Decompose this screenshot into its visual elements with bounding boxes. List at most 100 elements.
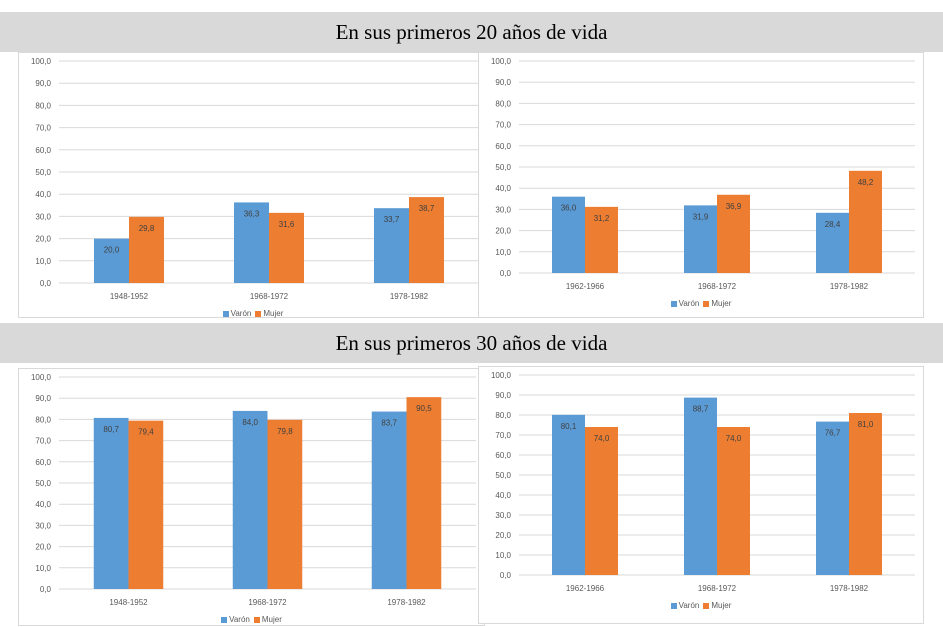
legend-label: Mujer [261,615,282,624]
legend-item: Mujer [703,601,731,610]
data-label: 90,5 [416,404,432,413]
data-label: 36,0 [561,204,577,213]
y-tick-label: 20,0 [35,235,51,244]
x-category-label: 1962-1966 [566,584,605,593]
data-label: 36,9 [726,202,742,211]
bar-varon [234,202,269,283]
bar-varon [371,411,407,589]
chart-20y-left: 0,0 10,0 20,0 30,0 40,0 50,0 60,0 70,0 80,0 90,0 1… [18,52,488,318]
chart-30y-right: 0,0 10,0 20,0 30,0 40,0 50,0 60,0 70,0 80,0 90,0 1… [478,366,924,624]
y-tick-label: 70,0 [495,121,511,130]
y-tick-label: 60,0 [35,458,51,467]
bar-mujer [267,419,303,589]
bar-varon [816,212,849,273]
y-tick-label: 70,0 [495,431,511,440]
legend-item: Mujer [253,615,282,624]
data-label: 28,4 [825,220,841,229]
legend-swatch [255,310,262,317]
chart-30y-left: 0,0 10,0 20,0 30,0 40,0 50,0 60,0 70,0 80,0 90,0 1… [18,368,485,626]
y-tick-label: 20,0 [495,227,511,236]
chart-svg: 0,0 10,0 20,0 30,0 40,0 50,0 60,0 70,0 80,0 90,0 1… [31,373,476,607]
y-tick-label: 80,0 [495,99,511,108]
y-tick-label: 70,0 [35,124,51,133]
y-tick-label: 50,0 [495,471,511,480]
bar-varon [816,421,849,575]
y-tick-label: 70,0 [35,437,51,446]
legend-item: Varón [222,309,252,318]
bar-varon [94,238,129,283]
data-label: 74,0 [726,434,742,443]
x-category-label: 1978-1982 [830,584,869,593]
y-tick-label: 0,0 [40,279,52,288]
bar-mujer [849,170,882,273]
legend-swatch [703,300,710,307]
legend-swatch [221,616,228,623]
x-category-label: 1968-1972 [698,282,737,291]
chart-svg: 0,0 10,0 20,0 30,0 40,0 50,0 60,0 70,0 80,0 90,0 1… [491,57,915,291]
data-label: 88,7 [693,405,709,414]
bar-varon [93,417,129,589]
y-tick-label: 60,0 [35,146,51,155]
x-category-label: 1968-1972 [250,292,289,301]
y-tick-label: 100,0 [31,373,52,382]
bar-mujer [129,216,164,283]
bar-varon [684,397,717,575]
y-tick-label: 60,0 [495,451,511,460]
data-label: 80,7 [103,425,119,434]
legend-item: Mujer [703,299,731,308]
y-tick-label: 50,0 [495,163,511,172]
x-category-label: 1948-1952 [110,292,149,301]
legend-swatch [670,300,677,307]
chart-svg: 0,0 10,0 20,0 30,0 40,0 50,0 60,0 70,0 80,0 90,0 1… [31,57,479,301]
y-tick-label: 100,0 [491,57,512,66]
y-tick-label: 90,0 [495,391,511,400]
y-tick-label: 90,0 [35,394,51,403]
legend-label: Mujer [711,601,732,610]
legend: Varón Mujer [479,601,923,611]
legend-label: Mujer [263,309,284,318]
x-category-label: 1968-1972 [698,584,737,593]
y-tick-label: 100,0 [31,57,52,66]
data-label: 79,4 [138,428,154,437]
y-tick-label: 0,0 [40,585,52,594]
bar-mujer [585,427,618,575]
y-tick-label: 20,0 [35,543,51,552]
data-label: 31,2 [594,214,610,223]
y-tick-label: 40,0 [495,491,511,500]
data-label: 84,0 [242,418,258,427]
data-label: 36,3 [244,209,260,218]
data-label: 33,7 [384,215,400,224]
y-tick-label: 90,0 [35,79,51,88]
data-label: 31,6 [279,220,295,229]
data-label: 31,9 [693,212,709,221]
legend-label: Varón [230,309,252,318]
data-label: 48,2 [858,178,874,187]
bar-mujer [585,206,618,273]
legend-swatch [253,616,260,623]
bar-varon [684,205,717,273]
data-label: 20,0 [104,246,120,255]
y-tick-label: 30,0 [495,205,511,214]
legend-item: Varón [221,615,250,624]
data-label: 29,8 [139,224,155,233]
legend: Varón Mujer [19,309,487,319]
y-tick-label: 80,0 [35,415,51,424]
y-tick-label: 10,0 [495,248,511,257]
x-category-label: 1978-1982 [387,598,426,607]
data-label: 81,0 [858,420,874,429]
y-tick-label: 50,0 [35,479,51,488]
bar-varon [232,410,268,589]
bar-mujer [406,397,442,589]
y-tick-label: 10,0 [495,551,511,560]
section-header-20-years: En sus primeros 20 años de vida [0,12,943,52]
y-tick-label: 40,0 [495,184,511,193]
legend-item: Varón [670,601,699,610]
y-tick-label: 30,0 [35,212,51,221]
section-header-30-years: En sus primeros 30 años de vida [0,323,943,363]
y-tick-label: 80,0 [495,411,511,420]
legend: Varón Mujer [19,615,484,625]
bar-mujer [849,413,882,575]
y-tick-label: 0,0 [500,571,512,580]
data-label: 76,7 [825,429,841,438]
bar-varon [552,196,585,273]
